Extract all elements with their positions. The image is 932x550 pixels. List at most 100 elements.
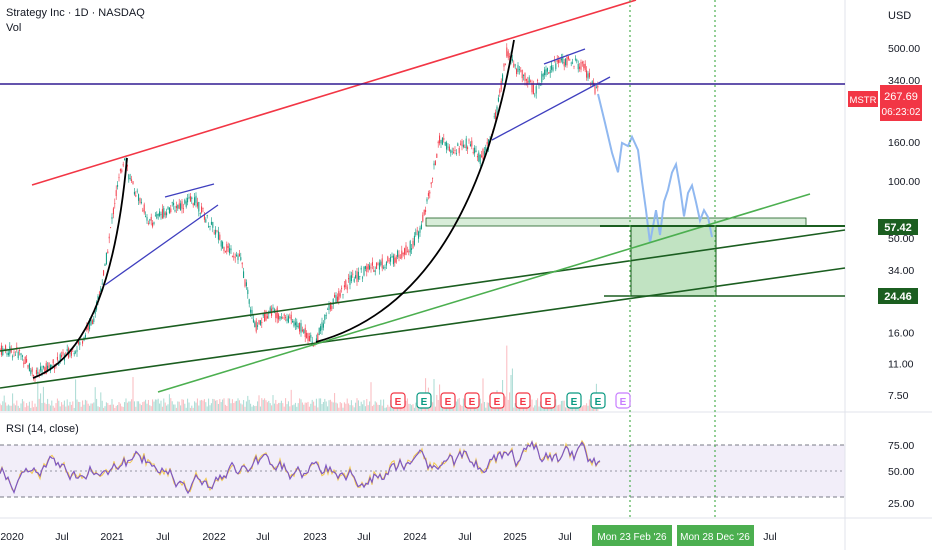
price-tick: 50.00 <box>888 233 914 245</box>
volume-bar <box>111 399 113 411</box>
earnings-badge[interactable]: E <box>416 392 432 409</box>
upper-support-trendline[interactable] <box>0 229 846 352</box>
candle-body <box>168 207 170 214</box>
candle-body <box>524 73 526 81</box>
volume-bar <box>362 404 364 411</box>
time-label: Jul <box>458 531 471 543</box>
earnings-badge[interactable]: E <box>615 392 631 409</box>
volume-bar <box>62 404 64 411</box>
candle-body <box>87 324 89 331</box>
candle-body <box>419 227 421 233</box>
volume-bar <box>227 398 229 411</box>
volume-bar <box>191 405 193 411</box>
candle-body <box>259 320 261 325</box>
candle-body <box>286 318 288 321</box>
volume-bar <box>203 399 205 411</box>
candle-body <box>233 256 235 258</box>
volume-bar <box>562 400 564 411</box>
candle-body <box>324 314 326 321</box>
volume-bar <box>198 405 200 411</box>
candle-body <box>451 151 453 153</box>
parabolic-curve-2024[interactable] <box>315 39 515 343</box>
currency-label[interactable]: USD <box>888 10 912 22</box>
volume-bar <box>531 399 533 411</box>
candle-body <box>429 191 431 194</box>
parabolic-curve-2021[interactable] <box>32 157 128 379</box>
volume-bar <box>567 407 569 411</box>
resistance-trendline[interactable] <box>31 0 637 186</box>
support-zone[interactable] <box>425 217 807 227</box>
rsi-label[interactable]: RSI (14, close) <box>6 423 79 435</box>
volume-bar <box>384 407 386 411</box>
candle-body <box>343 285 345 288</box>
level-lower-value: 24.46 <box>884 291 912 303</box>
earnings-badge-letter: E <box>445 397 452 408</box>
volume-bar <box>346 398 348 411</box>
volume-bar <box>433 379 435 411</box>
candle-body <box>317 333 319 343</box>
volume-bar <box>223 398 225 411</box>
volume-bar <box>139 403 141 411</box>
candle-body <box>546 68 548 72</box>
volume-bar <box>300 399 302 411</box>
earnings-badge[interactable]: E <box>515 392 531 409</box>
volume-bar <box>182 399 184 411</box>
channel-top-2025[interactable] <box>543 48 586 65</box>
volume-bar <box>34 403 36 411</box>
earnings-badge[interactable]: E <box>590 392 606 409</box>
volume-bar <box>398 407 400 411</box>
candle-body <box>345 280 347 288</box>
earnings-badge-frame <box>615 392 631 409</box>
volume-bar <box>98 407 100 411</box>
earnings-badge[interactable]: E <box>390 392 406 409</box>
earnings-badge[interactable]: E <box>440 392 456 409</box>
candle-body <box>310 334 312 338</box>
volume-bar <box>205 402 207 411</box>
earnings-badge[interactable]: E <box>464 392 480 409</box>
rsi-line <box>0 440 601 495</box>
volume-bar <box>294 402 296 411</box>
channel-line-2021[interactable] <box>104 204 219 286</box>
candle-body <box>322 323 324 328</box>
volume-bar <box>166 405 168 411</box>
candle-body <box>243 271 245 279</box>
volume-bar <box>338 407 340 411</box>
projection-box[interactable] <box>630 225 717 297</box>
volume-bar <box>252 405 254 411</box>
earnings-badge[interactable]: E <box>540 392 556 409</box>
ticker-tag-bg <box>848 91 878 107</box>
earnings-badge[interactable]: E <box>489 392 505 409</box>
channel-line-2025[interactable] <box>491 76 611 141</box>
lower-support-trendline[interactable] <box>0 267 846 389</box>
volume-bar <box>385 407 387 411</box>
candle-body <box>511 59 513 62</box>
candle-body <box>570 62 572 64</box>
volume-bar <box>154 399 156 411</box>
candle-body <box>143 204 145 213</box>
candle-body <box>31 368 33 372</box>
candle-body <box>118 177 120 179</box>
symbol-title[interactable]: Strategy Inc · 1D · NASDAQ <box>6 7 145 19</box>
chart-header: Strategy Inc · 1D · NASDAQ Vol <box>6 6 145 36</box>
volume-bar <box>54 407 56 411</box>
volume-bar <box>167 404 169 411</box>
volume-bar <box>220 402 222 411</box>
volume-bar <box>329 399 331 411</box>
candle-body <box>177 205 179 209</box>
candle-body <box>462 144 464 148</box>
volume-bar <box>325 401 327 411</box>
volume-bar <box>135 406 137 411</box>
candle-body <box>287 316 289 323</box>
candle-body <box>224 251 226 253</box>
earnings-badge[interactable]: E <box>566 392 582 409</box>
candle-body <box>7 352 9 356</box>
candle-body <box>48 362 50 368</box>
channel-top-2021[interactable] <box>164 183 215 198</box>
candle-body <box>261 322 263 324</box>
candle-body <box>194 197 196 206</box>
price-tick: 100.00 <box>888 176 920 188</box>
volume-label[interactable]: Vol <box>6 22 22 34</box>
rsi-axis: 75.00 50.00 25.00 <box>888 440 914 510</box>
